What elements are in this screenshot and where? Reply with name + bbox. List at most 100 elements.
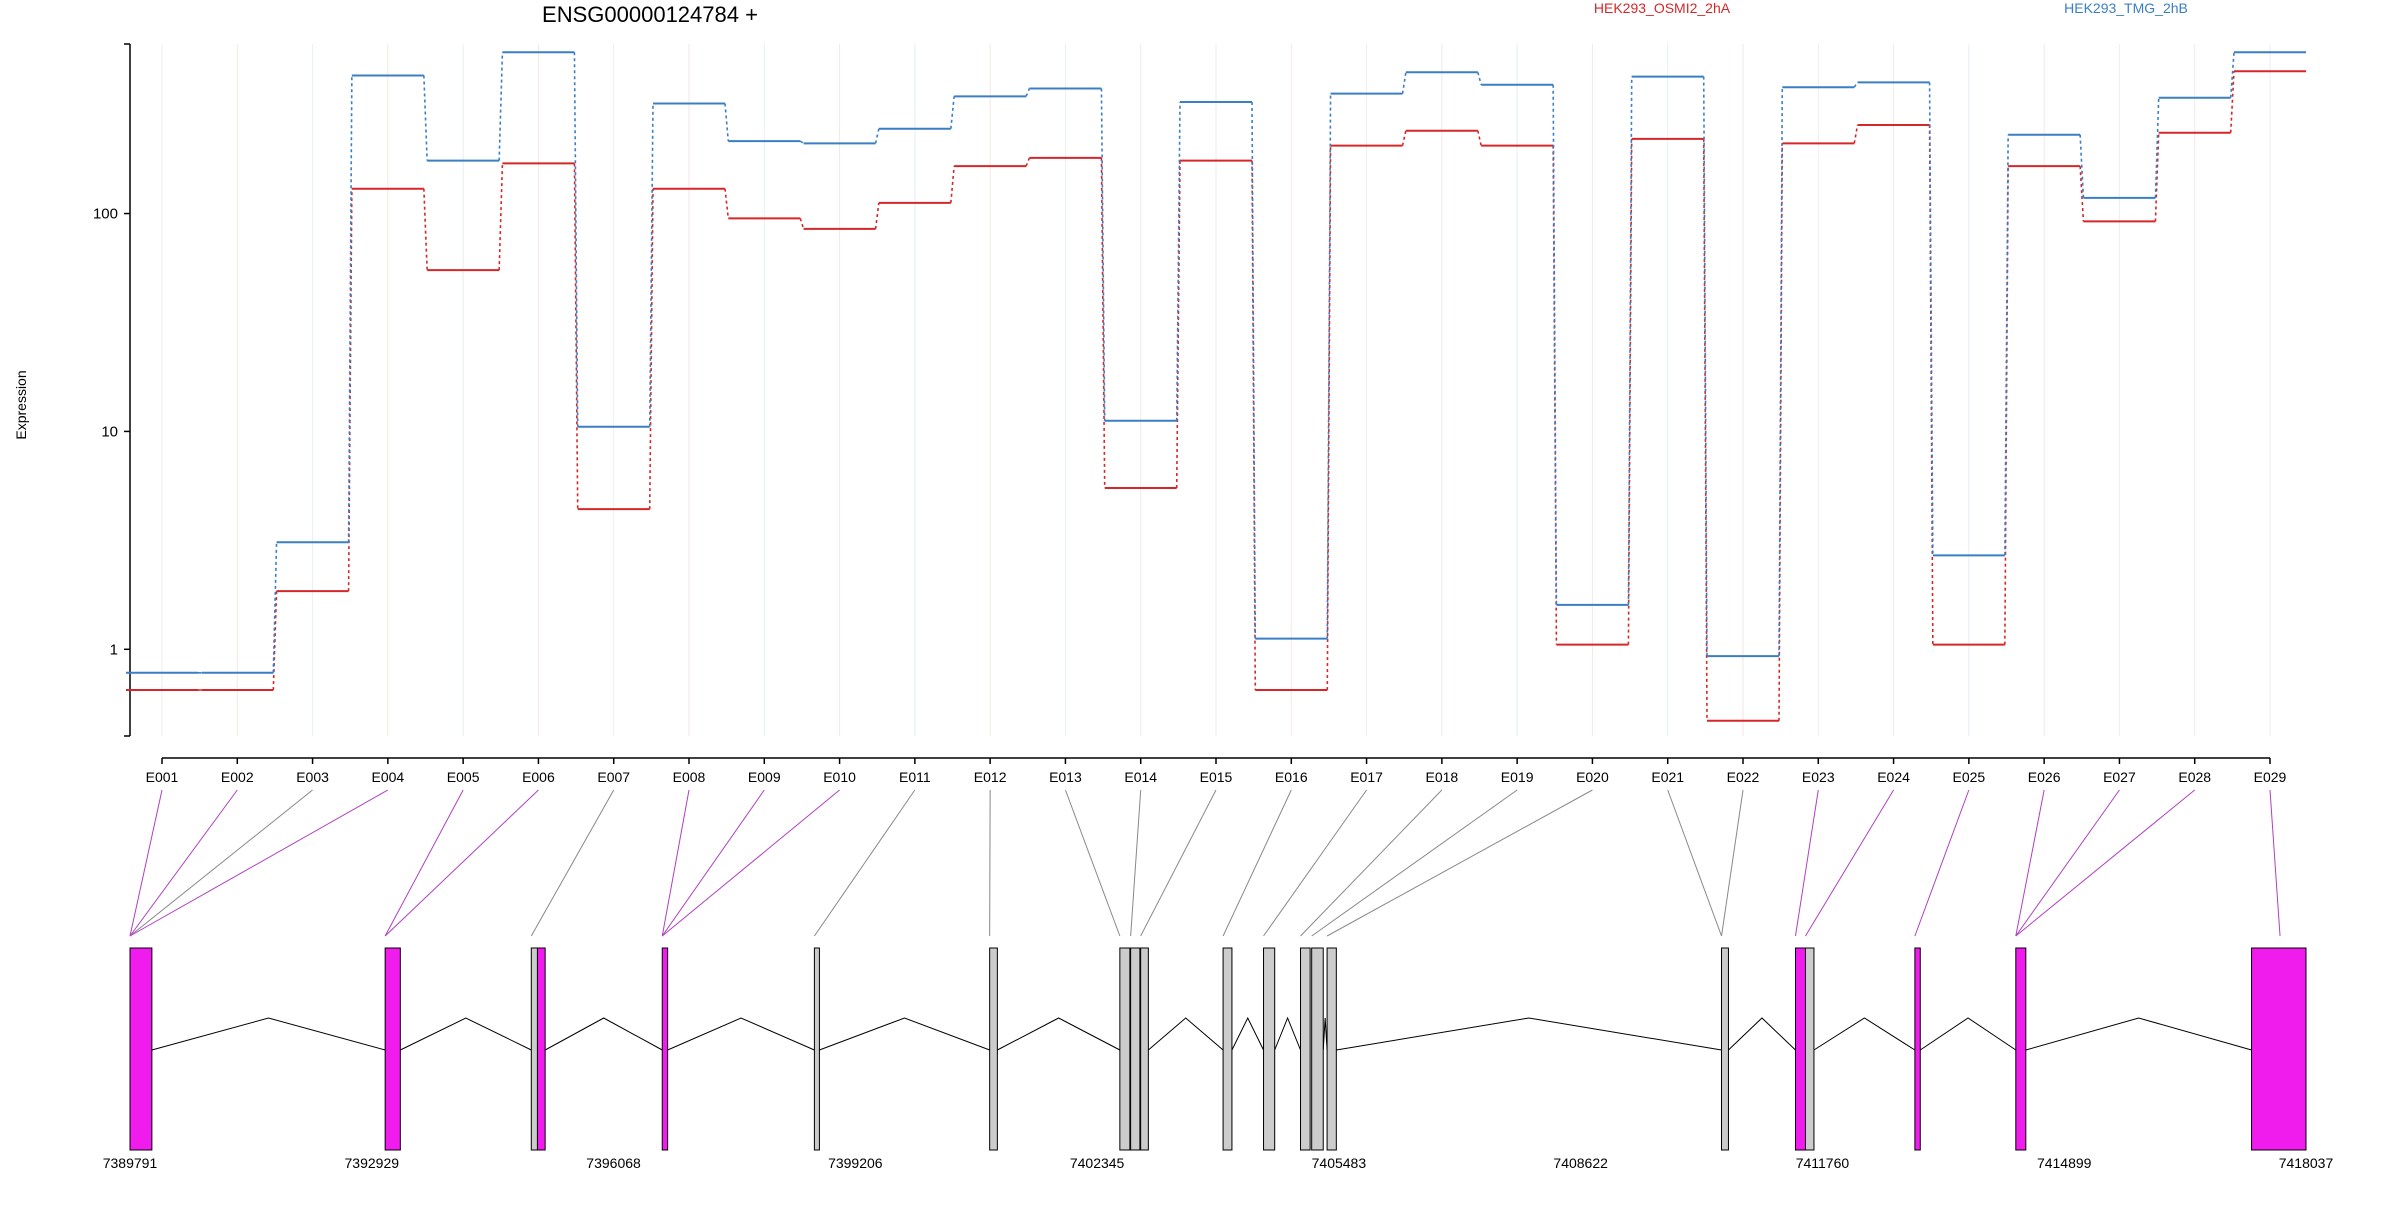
intron-line (668, 1018, 815, 1050)
exon-coding (537, 948, 545, 1150)
exon-noncoding (1120, 948, 1130, 1150)
x-tick-label: E022 (1727, 769, 1760, 785)
series-connector (2005, 166, 2008, 645)
x-tick-label: E025 (1953, 769, 1986, 785)
coordinate-label: 7399206 (828, 1155, 883, 1171)
exon-connector (1312, 790, 1517, 936)
x-tick-label: E021 (1651, 769, 1684, 785)
series-connector (499, 163, 502, 270)
gene-model: 7389791 7392929 7396068 7399206 7402345 74054… (103, 790, 2334, 1171)
exon-connector (130, 790, 388, 936)
intron-line (1920, 1018, 2016, 1050)
exon-coding (2016, 948, 2026, 1150)
x-tick-label: E017 (1350, 769, 1383, 785)
x-tick-label: E026 (2028, 769, 2061, 785)
exon-noncoding (1141, 948, 1149, 1150)
x-tick-label: E016 (1275, 769, 1308, 785)
exon-noncoding (1327, 948, 1336, 1150)
intron-line (545, 1018, 662, 1050)
exon-coding (662, 948, 667, 1150)
exon-noncoding (1722, 948, 1729, 1150)
series-connector (1478, 131, 1481, 146)
exon-connector (1264, 790, 1367, 936)
x-tick-label: E013 (1049, 769, 1082, 785)
coordinate-label: 7405483 (1312, 1155, 1367, 1171)
exon-connector (1141, 790, 1216, 936)
intron-line (1323, 1018, 1327, 1050)
x-tick-label: E027 (2103, 769, 2136, 785)
series-connector (1553, 146, 1556, 645)
exon-coding (1795, 948, 1805, 1150)
exon-coding (1915, 948, 1920, 1150)
coordinate-label: 7402345 (1070, 1155, 1125, 1171)
exon-noncoding (1131, 948, 1140, 1150)
series-connector (951, 166, 954, 203)
x-tick-label: E002 (221, 769, 254, 785)
exon-connector (2016, 790, 2044, 936)
intron-line (1728, 1018, 1795, 1050)
x-tick-label: E006 (522, 769, 555, 785)
exon-noncoding (990, 948, 998, 1150)
exon-connector (1668, 790, 1722, 936)
intron-line (2026, 1018, 2252, 1050)
exon-connector (2016, 790, 2120, 936)
series-connector (1403, 131, 1406, 146)
series-connector (1026, 88, 1029, 96)
exon-connector (2270, 790, 2280, 936)
exon-connector (662, 790, 689, 936)
y-tick-label: 10 (101, 423, 118, 440)
series-connector (2080, 166, 2083, 221)
intron-line (152, 1018, 385, 1050)
x-tick-label: E009 (748, 769, 781, 785)
y-tick-label: 100 (93, 206, 118, 223)
series-connector (1704, 139, 1707, 721)
x-tick-label: E003 (296, 769, 329, 785)
series-connector (499, 52, 502, 160)
exon-noncoding (1301, 948, 1311, 1150)
series-connector (725, 103, 728, 141)
intron-line (1336, 1018, 1721, 1050)
intron-line (400, 1018, 531, 1050)
exon-connector (1805, 790, 1893, 936)
coordinate-label: 7396068 (586, 1155, 641, 1171)
legend-series-b: HEK293_TMG_2hB (2064, 0, 2188, 16)
x-tick-label: E023 (1802, 769, 1835, 785)
coordinate-label: 7418037 (2279, 1155, 2334, 1171)
exon-connector (385, 790, 538, 936)
exon-coding (2252, 948, 2306, 1150)
x-tick-label: E024 (1877, 769, 1910, 785)
y-axis-label: Expression (13, 370, 29, 439)
x-tick-label: E005 (447, 769, 480, 785)
chart-title: ENSG00000124784 + (542, 2, 758, 27)
x-tick-label: E004 (372, 769, 405, 785)
exon-connector (1327, 790, 1592, 936)
x-tick-label: E001 (146, 769, 179, 785)
series-connector (951, 96, 954, 128)
exon-noncoding (1223, 948, 1232, 1150)
exon-connector (531, 790, 613, 936)
series-connector (876, 129, 879, 144)
x-tick-label: E028 (2178, 769, 2211, 785)
intron-line (997, 1018, 1119, 1050)
intron-line (1275, 1018, 1301, 1050)
series-connector (650, 103, 653, 426)
intron-line (1814, 1018, 1915, 1050)
coordinate-label: 7392929 (345, 1155, 400, 1171)
coordinate-label: 7411760 (1796, 1155, 1850, 1171)
y-tick-label: 1 (110, 641, 118, 658)
series-connector (424, 189, 427, 270)
coordinate-label: 7408622 (1553, 1155, 1608, 1171)
series-connector (1854, 125, 1857, 143)
series-connector (1478, 72, 1481, 84)
series-connector (1553, 85, 1556, 605)
x-tick-label: E008 (673, 769, 706, 785)
exon-connector (1301, 790, 1442, 936)
coordinate-label: 7389791 (103, 1155, 158, 1171)
exon-connector (1795, 790, 1818, 936)
x-tick-label: E020 (1576, 769, 1609, 785)
exon-noncoding (1805, 948, 1813, 1150)
series-connector (1704, 77, 1707, 657)
exon-connector (1722, 790, 1743, 936)
exon-connector (1131, 790, 1141, 936)
